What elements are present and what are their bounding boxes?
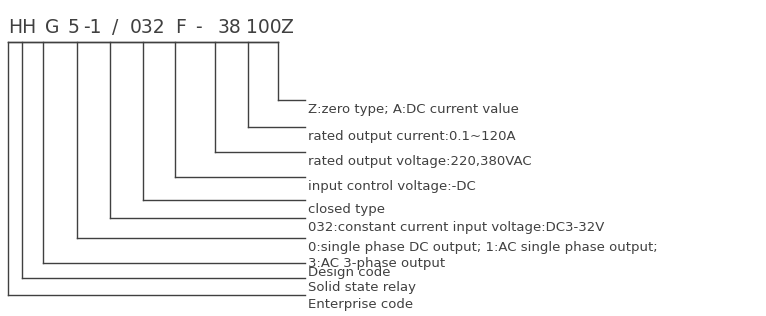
Text: 38: 38 xyxy=(218,18,242,37)
Text: /: / xyxy=(112,18,119,37)
Text: Z: Z xyxy=(280,18,293,37)
Text: -: - xyxy=(195,18,201,37)
Text: Enterprise code: Enterprise code xyxy=(308,298,413,311)
Text: rated output current:0.1~120A: rated output current:0.1~120A xyxy=(308,130,516,143)
Text: -1: -1 xyxy=(83,18,102,37)
Text: 032: 032 xyxy=(130,18,165,37)
Text: HH: HH xyxy=(8,18,36,37)
Text: Solid state relay: Solid state relay xyxy=(308,281,416,294)
Text: 5: 5 xyxy=(68,18,80,37)
Text: 0:single phase DC output; 1:AC single phase output;
3:AC 3-phase output: 0:single phase DC output; 1:AC single ph… xyxy=(308,241,658,270)
Text: input control voltage:-DC: input control voltage:-DC xyxy=(308,180,476,193)
Text: G: G xyxy=(45,18,60,37)
Text: closed type: closed type xyxy=(308,203,385,216)
Text: F: F xyxy=(175,18,186,37)
Text: Design code: Design code xyxy=(308,266,391,279)
Text: Z:zero type; A:DC current value: Z:zero type; A:DC current value xyxy=(308,103,519,116)
Text: 032:constant current input voltage:DC3-32V: 032:constant current input voltage:DC3-3… xyxy=(308,221,604,234)
Text: 100: 100 xyxy=(246,18,282,37)
Text: rated output voltage:220,380VAC: rated output voltage:220,380VAC xyxy=(308,155,532,168)
